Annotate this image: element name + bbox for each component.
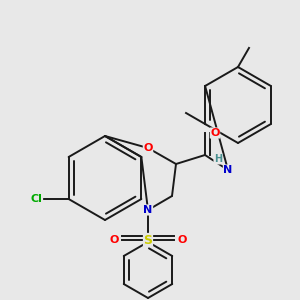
Text: H: H [214,154,222,164]
Text: O: O [177,235,187,245]
Text: N: N [224,165,232,175]
Text: O: O [109,235,119,245]
Text: Cl: Cl [31,194,43,204]
Text: N: N [143,205,153,215]
Text: O: O [210,128,220,138]
Text: O: O [143,143,153,153]
Text: S: S [143,233,152,247]
